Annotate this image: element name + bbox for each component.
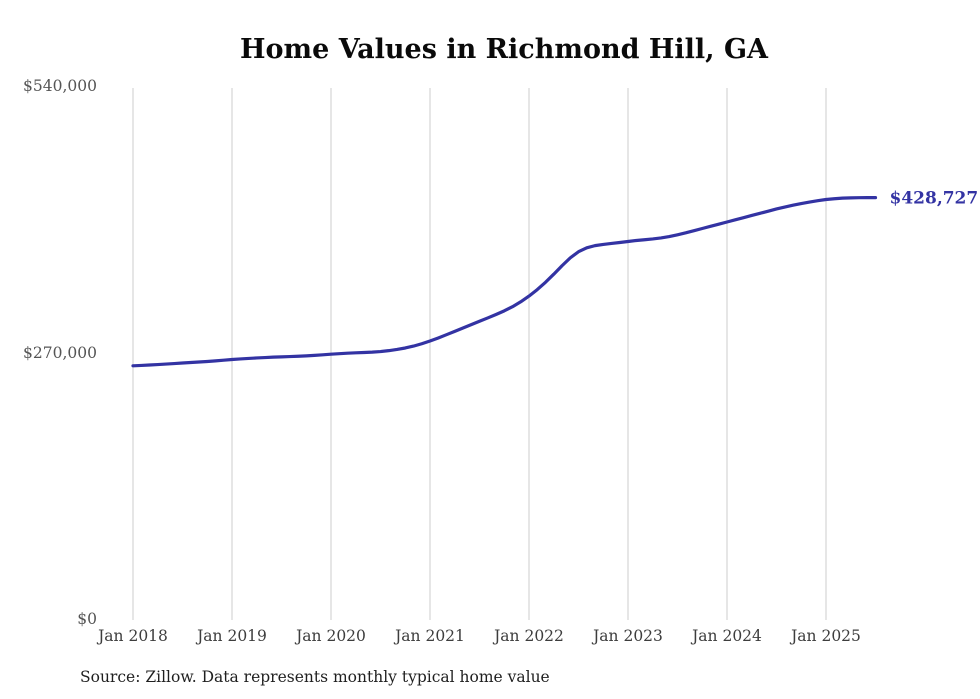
chart-title: Home Values in Richmond Hill, GA: [240, 34, 769, 65]
x-tick-label: Jan 2021: [393, 627, 465, 645]
x-tick-label: Jan 2023: [591, 627, 663, 645]
x-tick-labels-group: Jan 2018 Jan 2019 Jan 2020 Jan 2021 Jan 2022…: [96, 627, 861, 645]
gridlines-group: [132, 88, 827, 620]
value-line: [131, 196, 878, 368]
y-tick-label-top: $540,000: [23, 77, 97, 95]
end-value-label: $428,727: [890, 189, 979, 209]
x-tick-label: Jan 2019: [195, 627, 267, 645]
x-tick-label: Jan 2020: [294, 627, 366, 645]
x-tick-label: Jan 2024: [690, 627, 762, 645]
y-tick-label-zero: $0: [77, 610, 97, 628]
series-group: $428,727: [131, 189, 979, 368]
x-tick-label: Jan 2025: [789, 627, 861, 645]
y-tick-label-middle: $270,000: [23, 344, 97, 362]
x-tick-label: Jan 2018: [96, 627, 168, 645]
source-note: Source: Zillow. Data represents monthly …: [80, 668, 550, 686]
x-tick-label: Jan 2022: [492, 627, 564, 645]
